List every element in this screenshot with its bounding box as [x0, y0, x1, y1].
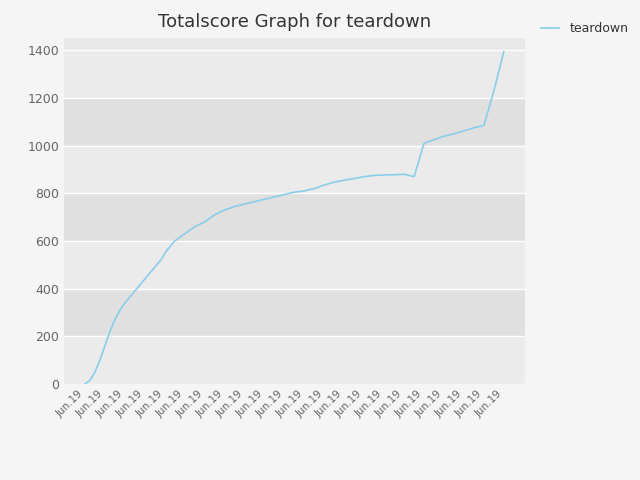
teardown	[371, 173, 378, 179]
teardown	[106, 329, 114, 335]
teardown	[221, 207, 228, 213]
teardown	[390, 172, 398, 178]
teardown	[251, 199, 259, 204]
teardown	[81, 381, 89, 387]
Bar	[64, 98, 525, 145]
teardown	[201, 219, 209, 225]
teardown	[96, 357, 104, 363]
teardown	[410, 174, 418, 180]
teardown	[111, 317, 118, 323]
Title: Totalscore Graph for teardown: Totalscore Graph for teardown	[158, 13, 431, 31]
teardown	[101, 343, 109, 349]
teardown	[127, 293, 134, 299]
Bar	[64, 193, 525, 241]
teardown	[157, 257, 164, 263]
teardown	[260, 196, 268, 202]
teardown	[181, 231, 189, 237]
teardown	[171, 238, 179, 244]
teardown	[139, 278, 147, 284]
teardown	[163, 248, 171, 253]
teardown	[380, 172, 388, 178]
teardown	[340, 177, 348, 183]
teardown	[470, 125, 478, 131]
teardown	[360, 174, 368, 180]
teardown	[400, 171, 408, 177]
teardown	[310, 186, 318, 192]
teardown	[121, 300, 129, 306]
teardown	[191, 224, 198, 229]
teardown	[241, 201, 248, 207]
Line: teardown: teardown	[85, 51, 504, 384]
teardown	[211, 212, 218, 217]
teardown	[301, 188, 308, 194]
teardown	[351, 176, 358, 181]
teardown	[440, 133, 448, 139]
Bar	[64, 288, 525, 336]
teardown	[133, 286, 141, 291]
teardown	[291, 189, 298, 195]
teardown	[86, 378, 94, 384]
teardown	[330, 179, 338, 185]
teardown	[91, 369, 99, 375]
teardown	[280, 192, 288, 197]
teardown	[271, 194, 278, 200]
teardown	[500, 48, 508, 54]
Bar	[64, 50, 525, 98]
teardown	[490, 88, 498, 94]
Bar	[64, 336, 525, 384]
teardown	[420, 140, 428, 146]
teardown	[460, 128, 468, 134]
Bar	[64, 145, 525, 193]
teardown	[230, 204, 238, 209]
teardown	[145, 272, 152, 277]
teardown	[321, 182, 328, 188]
teardown	[450, 131, 458, 137]
teardown	[430, 137, 438, 143]
teardown	[151, 264, 159, 270]
Legend: teardown: teardown	[536, 17, 634, 40]
Bar	[64, 241, 525, 288]
teardown	[116, 307, 124, 313]
teardown	[480, 122, 488, 128]
